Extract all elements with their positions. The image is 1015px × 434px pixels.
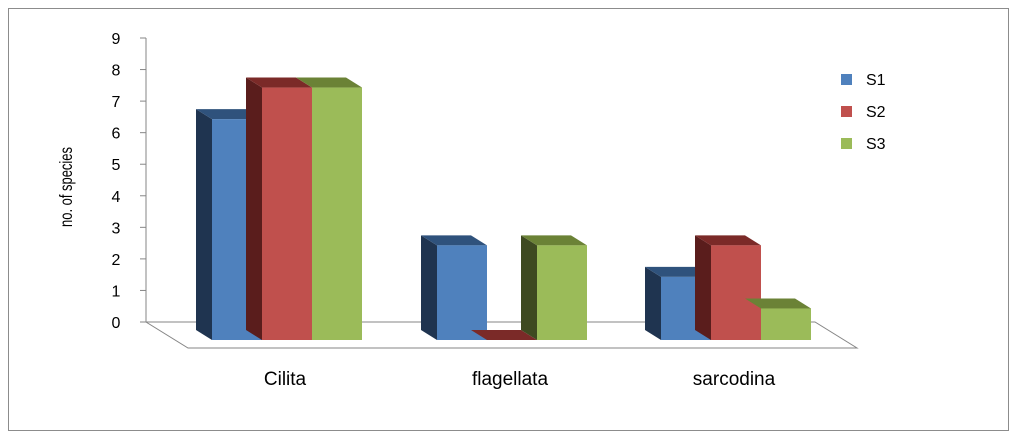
bar-top bbox=[471, 330, 537, 340]
y-tick-label: 9 bbox=[112, 31, 121, 48]
bar-top bbox=[196, 109, 262, 120]
y-tick-label: 4 bbox=[112, 189, 121, 206]
legend-swatch bbox=[841, 106, 852, 117]
bar-top bbox=[246, 77, 312, 88]
y-tick-label: 0 bbox=[112, 315, 121, 332]
bar-top bbox=[421, 235, 487, 246]
bar-front bbox=[262, 87, 312, 340]
legend-item: S1 bbox=[841, 72, 886, 89]
bar-front bbox=[312, 87, 362, 340]
x-tick-label: sarcodina bbox=[693, 369, 776, 390]
bar-side bbox=[421, 235, 437, 340]
y-tick-label: 8 bbox=[112, 63, 121, 80]
y-tick-label: 1 bbox=[112, 283, 121, 300]
bar bbox=[246, 77, 312, 341]
bar-side bbox=[695, 235, 711, 340]
bar-top bbox=[745, 298, 811, 309]
bar-side bbox=[645, 266, 661, 340]
bar-front bbox=[761, 308, 811, 340]
bar-front bbox=[537, 245, 587, 340]
bar bbox=[521, 235, 587, 340]
legend-item: S3 bbox=[841, 136, 886, 153]
bar-front bbox=[711, 245, 761, 340]
bar-top bbox=[296, 77, 362, 88]
legend-label: S2 bbox=[866, 104, 886, 121]
y-tick-label: 5 bbox=[112, 157, 121, 174]
bar-front bbox=[437, 245, 487, 340]
axis-layer bbox=[140, 37, 859, 349]
legend-label: S3 bbox=[866, 136, 886, 153]
labels-layer: 0 1 2 3 4 5 6 7 8 9 Cilita flagellata sarcodina bbox=[112, 31, 776, 390]
bar-side bbox=[246, 77, 262, 341]
bar bbox=[745, 298, 811, 340]
legend-swatch bbox=[841, 138, 852, 149]
y-tick-label: 3 bbox=[112, 220, 121, 237]
bar bbox=[421, 235, 487, 340]
y-tick-label: 2 bbox=[112, 252, 121, 269]
bar-top bbox=[521, 235, 587, 246]
bar bbox=[296, 77, 362, 340]
legend: S1 S2 S3 bbox=[841, 72, 886, 153]
bar bbox=[471, 330, 537, 340]
bar-top bbox=[645, 266, 711, 277]
y-axis-label: no. of species bbox=[57, 147, 77, 227]
legend-label: S1 bbox=[866, 72, 886, 89]
y-tick-label: 7 bbox=[112, 94, 121, 111]
x-tick-label: Cilita bbox=[264, 369, 307, 390]
floor-plane bbox=[144, 321, 859, 349]
bar-side bbox=[196, 109, 212, 340]
bar-side bbox=[521, 235, 537, 340]
legend-item: S2 bbox=[841, 104, 886, 121]
legend-swatch bbox=[841, 74, 852, 85]
x-tick-label: flagellata bbox=[472, 369, 548, 390]
bar bbox=[695, 235, 761, 340]
bar-top bbox=[695, 235, 761, 246]
bars-layer bbox=[196, 77, 811, 341]
y-tick-label: 6 bbox=[112, 126, 121, 143]
